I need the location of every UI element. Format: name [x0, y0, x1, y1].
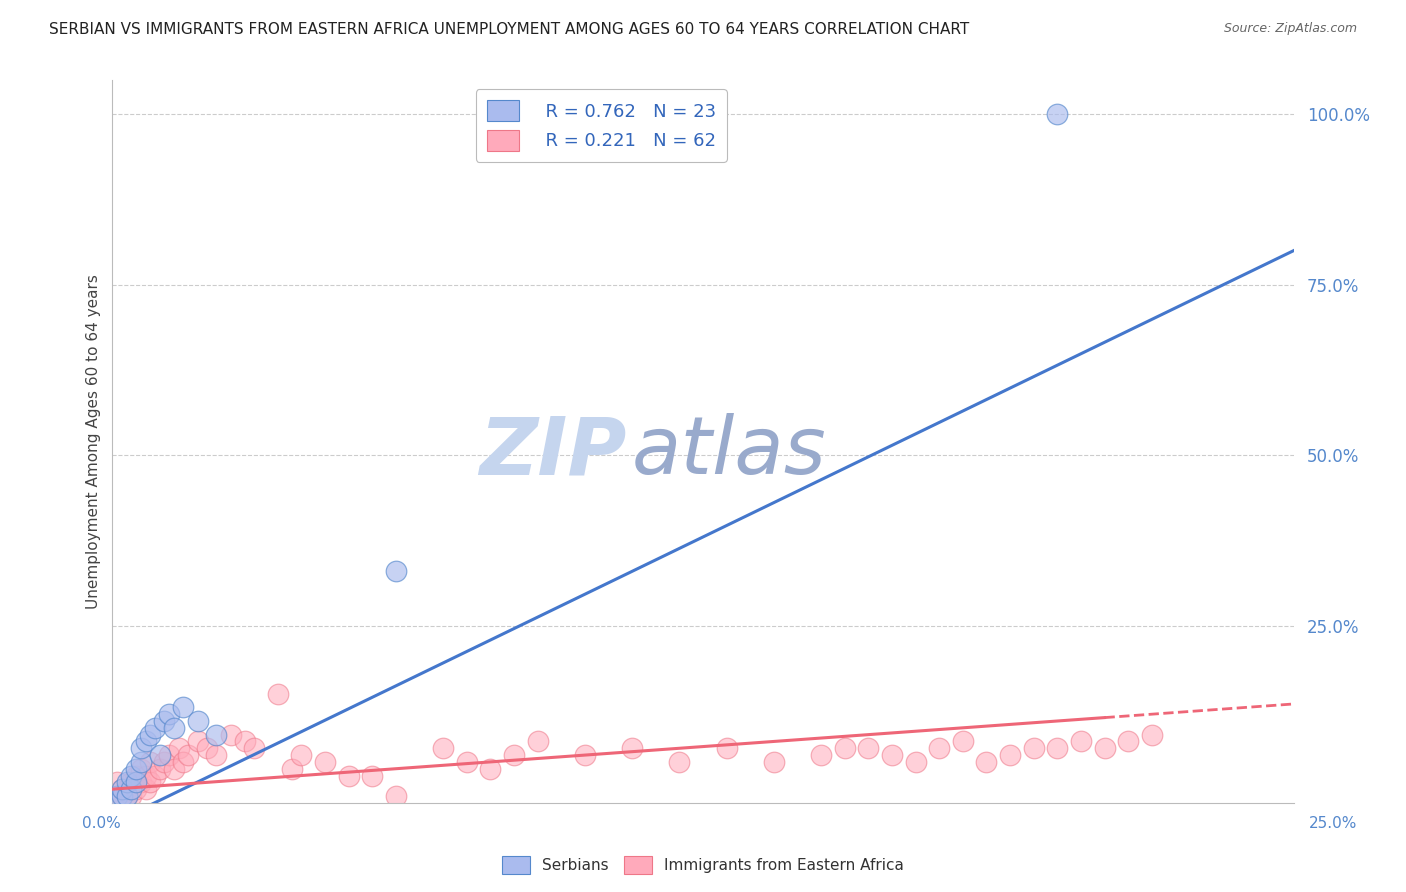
Point	[120, 789, 142, 803]
Point	[361, 768, 384, 782]
Point	[762, 755, 785, 769]
Point	[186, 734, 208, 748]
Point	[163, 762, 186, 776]
Point	[928, 741, 950, 756]
Text: SERBIAN VS IMMIGRANTS FROM EASTERN AFRICA UNEMPLOYMENT AMONG AGES 60 TO 64 YEARS: SERBIAN VS IMMIGRANTS FROM EASTERN AFRIC…	[49, 22, 970, 37]
Point	[125, 775, 148, 789]
Point	[267, 687, 290, 701]
Point	[111, 789, 134, 803]
Point	[115, 789, 138, 803]
Y-axis label: Unemployment Among Ages 60 to 64 years: Unemployment Among Ages 60 to 64 years	[86, 274, 101, 609]
Point	[149, 762, 172, 776]
Legend: Serbians, Immigrants from Eastern Africa: Serbians, Immigrants from Eastern Africa	[496, 850, 910, 880]
Point	[129, 741, 152, 756]
Point	[120, 782, 142, 797]
Point	[143, 768, 166, 782]
Point	[135, 768, 157, 782]
Point	[503, 748, 526, 763]
Point	[120, 768, 142, 782]
Text: Source: ZipAtlas.com: Source: ZipAtlas.com	[1223, 22, 1357, 36]
Point	[1070, 734, 1092, 748]
Point	[125, 762, 148, 776]
Point	[1022, 741, 1045, 756]
Point	[149, 748, 172, 763]
Point	[205, 728, 228, 742]
Point	[129, 762, 152, 776]
Point	[998, 748, 1021, 763]
Point	[243, 741, 266, 756]
Point	[153, 714, 176, 728]
Point	[574, 748, 596, 763]
Point	[1046, 741, 1069, 756]
Point	[129, 755, 152, 769]
Point	[177, 748, 200, 763]
Point	[479, 762, 502, 776]
Point	[115, 775, 138, 789]
Text: 0.0%: 0.0%	[82, 816, 121, 830]
Point	[111, 782, 134, 797]
Point	[904, 755, 927, 769]
Point	[125, 768, 148, 782]
Point	[105, 789, 128, 803]
Point	[120, 775, 142, 789]
Point	[337, 768, 360, 782]
Point	[115, 782, 138, 797]
Point	[281, 762, 304, 776]
Point	[716, 741, 738, 756]
Point	[1116, 734, 1139, 748]
Legend:   R = 0.762   N = 23,   R = 0.221   N = 62: R = 0.762 N = 23, R = 0.221 N = 62	[475, 89, 727, 161]
Point	[115, 789, 138, 803]
Text: atlas: atlas	[633, 413, 827, 491]
Point	[186, 714, 208, 728]
Text: 25.0%: 25.0%	[1309, 816, 1357, 830]
Point	[880, 748, 903, 763]
Point	[205, 748, 228, 763]
Point	[172, 755, 194, 769]
Point	[1140, 728, 1163, 742]
Point	[157, 707, 180, 722]
Point	[1046, 107, 1069, 121]
Point	[163, 721, 186, 735]
Point	[172, 700, 194, 714]
Point	[290, 748, 312, 763]
Point	[621, 741, 644, 756]
Point	[111, 782, 134, 797]
Point	[129, 775, 152, 789]
Point	[139, 775, 162, 789]
Point	[432, 741, 454, 756]
Point	[976, 755, 998, 769]
Point	[858, 741, 880, 756]
Point	[157, 748, 180, 763]
Point	[385, 564, 408, 578]
Point	[105, 789, 128, 803]
Point	[1094, 741, 1116, 756]
Point	[233, 734, 256, 748]
Point	[314, 755, 336, 769]
Point	[456, 755, 478, 769]
Point	[668, 755, 690, 769]
Point	[952, 734, 974, 748]
Point	[195, 741, 218, 756]
Point	[143, 721, 166, 735]
Point	[526, 734, 548, 748]
Point	[810, 748, 832, 763]
Point	[139, 755, 162, 769]
Point	[111, 789, 134, 803]
Point	[125, 782, 148, 797]
Point	[167, 741, 190, 756]
Point	[135, 734, 157, 748]
Point	[153, 755, 176, 769]
Point	[219, 728, 242, 742]
Point	[834, 741, 856, 756]
Point	[385, 789, 408, 803]
Point	[135, 782, 157, 797]
Point	[139, 728, 162, 742]
Text: ZIP: ZIP	[479, 413, 626, 491]
Point	[105, 775, 128, 789]
